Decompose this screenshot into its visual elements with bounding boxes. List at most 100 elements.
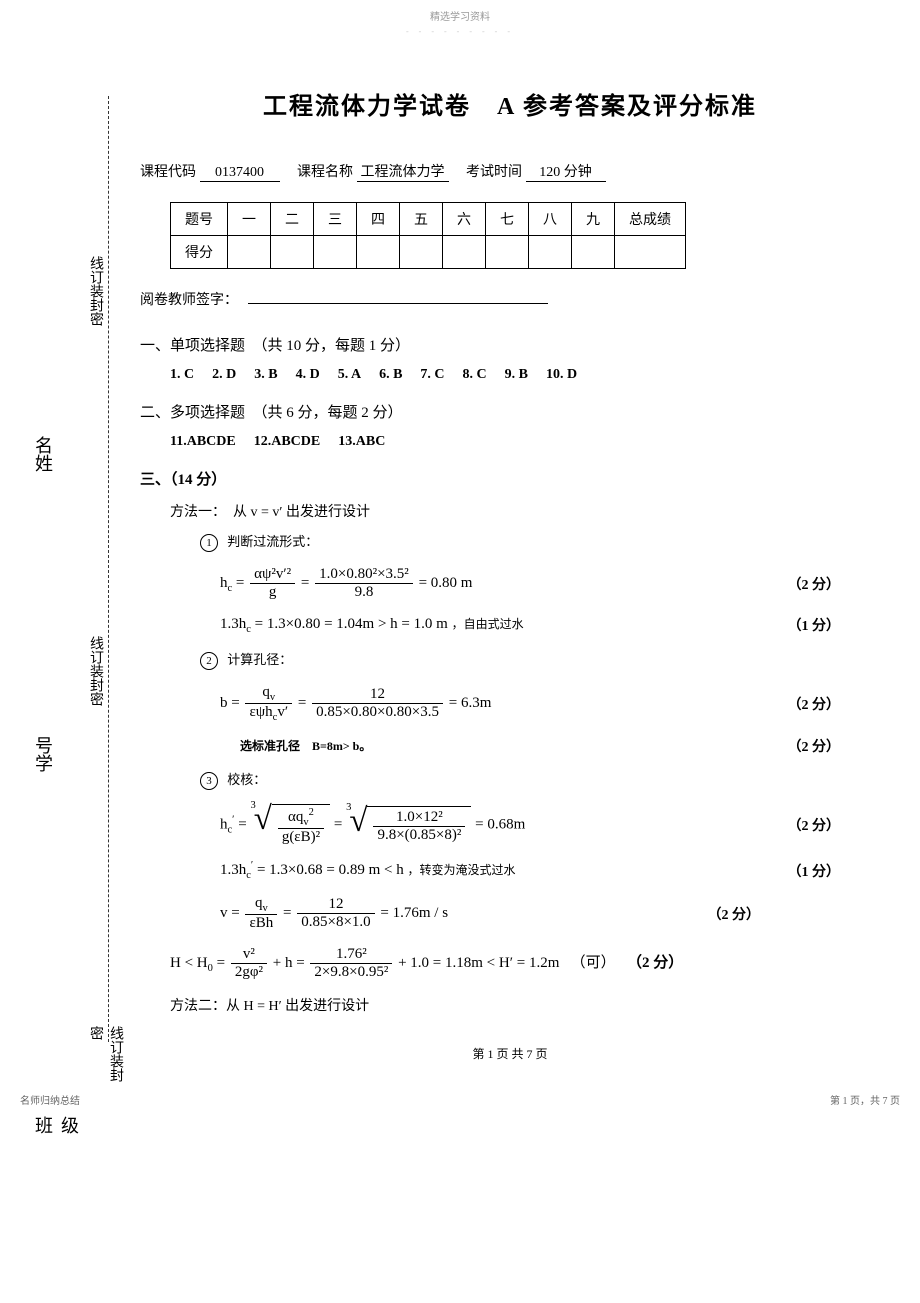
formula-6: 1.3hc′ = 1.3×0.68 = 0.89 m < h ，转变为淹没式过水…	[220, 860, 880, 881]
f1-eq: =	[236, 575, 248, 591]
answer-item: 13.ABC	[338, 434, 385, 449]
cell	[400, 236, 443, 269]
step-circle-icon: 3	[200, 772, 218, 790]
cell	[615, 236, 686, 269]
f8-plus: + h =	[273, 955, 309, 971]
f8-eq: =	[217, 955, 229, 971]
answer-item: 12.ABCDE	[254, 434, 321, 449]
step-circle-icon: 2	[200, 652, 218, 670]
answer-item: 8. C	[463, 367, 487, 382]
f8-ok: （可）	[578, 955, 616, 971]
answer-item: 2. D	[212, 367, 236, 382]
row2-label: 得分	[171, 236, 228, 269]
f3-dr: v′	[277, 704, 288, 720]
f6-note: ，转变为淹没式过水	[407, 863, 515, 877]
answer-item: 4. D	[296, 367, 320, 382]
s2-text: 二、多项选择题 （共 6 分，每题 2 分）	[140, 405, 403, 421]
formula-2: 1.3hc = 1.3×0.80 = 1.04m > h = 1.0 m ，自由…	[220, 615, 880, 635]
table-row: 得分	[171, 236, 686, 269]
formula-7: v = qvεBh = 120.85×8×1.0 = 1.76m / s （2 …	[220, 895, 880, 932]
course-meta: 课程代码 0137400 课程名称 工程流体力学 考试时间 120 分钟	[140, 161, 880, 182]
code-value: 0137400	[200, 165, 280, 182]
f1-score: （2 分）	[788, 574, 841, 594]
watermark-sub: - - - - - - - - -	[0, 27, 920, 36]
f4-score: （2 分）	[788, 736, 841, 756]
f8-n2: 1.76²	[310, 946, 392, 964]
cell	[572, 236, 615, 269]
answer-item: 9. B	[505, 367, 528, 382]
radical-icon: √	[349, 812, 367, 832]
binding-line	[108, 96, 109, 1042]
page-footer: 第 1 页 共 7 页	[140, 1045, 880, 1062]
cell	[486, 236, 529, 269]
f7-res: = 1.76m / s	[380, 905, 448, 921]
step-3-text: 校核：	[227, 772, 266, 787]
f8-d2: 2×9.8×0.95²	[310, 964, 392, 981]
f2-score: （1 分）	[788, 615, 841, 635]
f5-r1ns: v	[303, 817, 308, 828]
formula-8: H < H0 = v²2gφ² + h = 1.76²2×9.8×0.95² +…	[170, 946, 880, 981]
th-3: 三	[314, 203, 357, 236]
f5-res: = 0.68m	[475, 816, 525, 832]
name-value: 工程流体力学	[357, 161, 449, 182]
signer-line: 阅卷教师签字：	[140, 289, 880, 309]
f2-rest: = 1.3×0.80 = 1.04m > h = 1.0 m	[255, 616, 448, 632]
name-label: 课程名称	[297, 165, 353, 180]
f6-ts: c	[246, 870, 251, 881]
th-10: 总成绩	[615, 203, 686, 236]
f8-lhs: H < H	[170, 955, 208, 971]
step-1-text: 判断过流形式：	[227, 534, 318, 549]
f4-text: 选标准孔径 B=8m> b。	[240, 739, 371, 753]
answer-item: 7. C	[420, 367, 444, 382]
radical-icon: √	[254, 810, 272, 830]
f1-num: αψ²v′²	[250, 566, 295, 584]
f3-ns: v	[270, 692, 275, 703]
th-8: 八	[529, 203, 572, 236]
answer-item: 5. A	[338, 367, 361, 382]
f7-n: q	[255, 895, 263, 911]
f1-lhs: h	[220, 575, 228, 591]
side-field-class: 级班	[30, 1116, 82, 1134]
f2-note: ，自由式过水	[452, 617, 524, 631]
f2-text: 1.3h	[220, 616, 246, 632]
f3-d2: 0.85×0.80×0.80×3.5	[312, 704, 443, 721]
f6-score: （1 分）	[788, 861, 841, 881]
f5-r2n: 1.0×12²	[373, 809, 465, 827]
f1-den2: 9.8	[315, 584, 413, 601]
f8-rest: + 1.0 = 1.18m < H′ = 1.2m	[398, 955, 559, 971]
th-2: 二	[271, 203, 314, 236]
f5-eq: =	[238, 816, 250, 832]
cell	[443, 236, 486, 269]
step-2: 2 计算孔径：	[200, 649, 880, 670]
step-1: 1 判断过流形式：	[200, 531, 880, 552]
formula-4: 选标准孔径 B=8m> b。 （2 分）	[240, 737, 880, 755]
th-9: 九	[572, 203, 615, 236]
f7-lhs: v =	[220, 905, 243, 921]
answer-item: 3. B	[254, 367, 277, 382]
f5-lhs: h	[220, 816, 228, 832]
f5-r2d: 9.8×(0.85×8)²	[373, 827, 465, 844]
f6-text: 1.3h	[220, 862, 246, 878]
binding-label-2: 线订装封密	[85, 636, 105, 706]
f1-num2: 1.0×0.80²×3.5²	[315, 566, 413, 584]
th-5: 五	[400, 203, 443, 236]
s1-text: 一、单项选择题 （共 10 分，每题 1 分）	[140, 338, 410, 354]
f7-n2: 12	[297, 896, 374, 914]
f3-n2: 12	[312, 686, 443, 704]
formula-1: hc = αψ²v′²g = 1.0×0.80²×3.5²9.8 = 0.80 …	[220, 566, 880, 601]
side-field-number: 号学	[30, 736, 56, 772]
f6-rest: = 1.3×0.68 = 0.89 m < h	[257, 862, 404, 878]
step-circle-icon: 1	[200, 534, 218, 552]
th-4: 四	[357, 203, 400, 236]
step-2-text: 计算孔径：	[227, 652, 292, 667]
method-2: 方法二：从 H = H′ 出发进行设计	[170, 995, 880, 1015]
f8-score: （2 分）	[634, 955, 683, 971]
answer-item: 11.ABCDE	[170, 434, 236, 449]
section-2-answers: 11.ABCDE 12.ABCDE 13.ABC	[170, 434, 880, 450]
f3-score: （2 分）	[788, 694, 841, 714]
score-table: 题号 一 二 三 四 五 六 七 八 九 总成绩 得分	[170, 202, 686, 269]
f8-n: v²	[231, 946, 267, 964]
f5-score: （2 分）	[788, 815, 841, 835]
page-title: 工程流体力学试卷 A 参考答案及评分标准	[140, 86, 880, 121]
table-row: 题号 一 二 三 四 五 六 七 八 九 总成绩	[171, 203, 686, 236]
